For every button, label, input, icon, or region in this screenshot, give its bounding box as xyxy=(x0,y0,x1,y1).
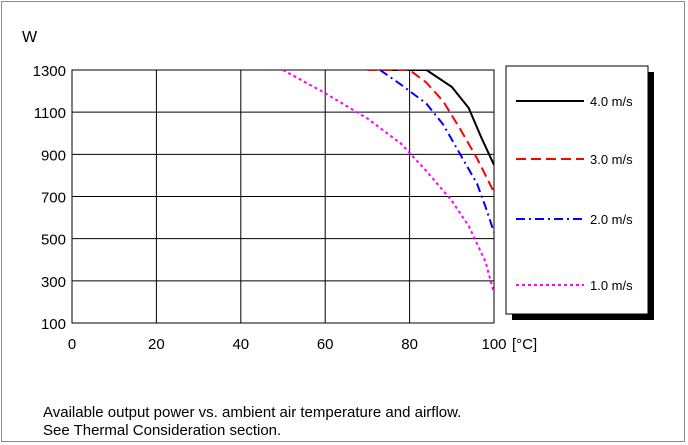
legend-label: 2.0 m/s xyxy=(590,212,633,227)
x-tick-label: 0 xyxy=(68,336,76,353)
y-tick-label: 300 xyxy=(41,274,66,291)
y-tick-label: 100 xyxy=(41,316,66,333)
caption-line-1: Available output power vs. ambient air t… xyxy=(43,404,462,421)
legend-label: 4.0 m/s xyxy=(590,94,633,109)
caption-line-2: See Thermal Consideration section. xyxy=(43,422,282,439)
power-derating-chart: 100 300 500 700 900 1100 1300 0 20 40 60 80 100 W [°C]… xyxy=(22,29,654,353)
x-axis-unit-label: [°C] xyxy=(512,336,537,353)
y-tick-label: 900 xyxy=(41,147,66,164)
y-tick-label: 1300 xyxy=(33,63,66,80)
legend-label: 1.0 m/s xyxy=(590,278,633,293)
x-tick-label: 40 xyxy=(232,336,249,353)
legend-box xyxy=(505,65,649,315)
y-tick-label: 700 xyxy=(41,190,66,207)
x-tick-label: 20 xyxy=(148,336,165,353)
series-line xyxy=(388,70,494,166)
series-line xyxy=(282,70,494,294)
y-tick-label: 1100 xyxy=(34,105,66,122)
y-tick-label: 500 xyxy=(41,232,66,249)
series-line xyxy=(367,70,494,193)
x-tick-label: 60 xyxy=(317,336,334,353)
legend-label: 3.0 m/s xyxy=(590,152,633,167)
series-line xyxy=(379,70,494,233)
y-axis-label: W xyxy=(22,29,38,46)
x-tick-label: 80 xyxy=(401,336,418,353)
x-tick-label: 100 xyxy=(481,336,506,353)
